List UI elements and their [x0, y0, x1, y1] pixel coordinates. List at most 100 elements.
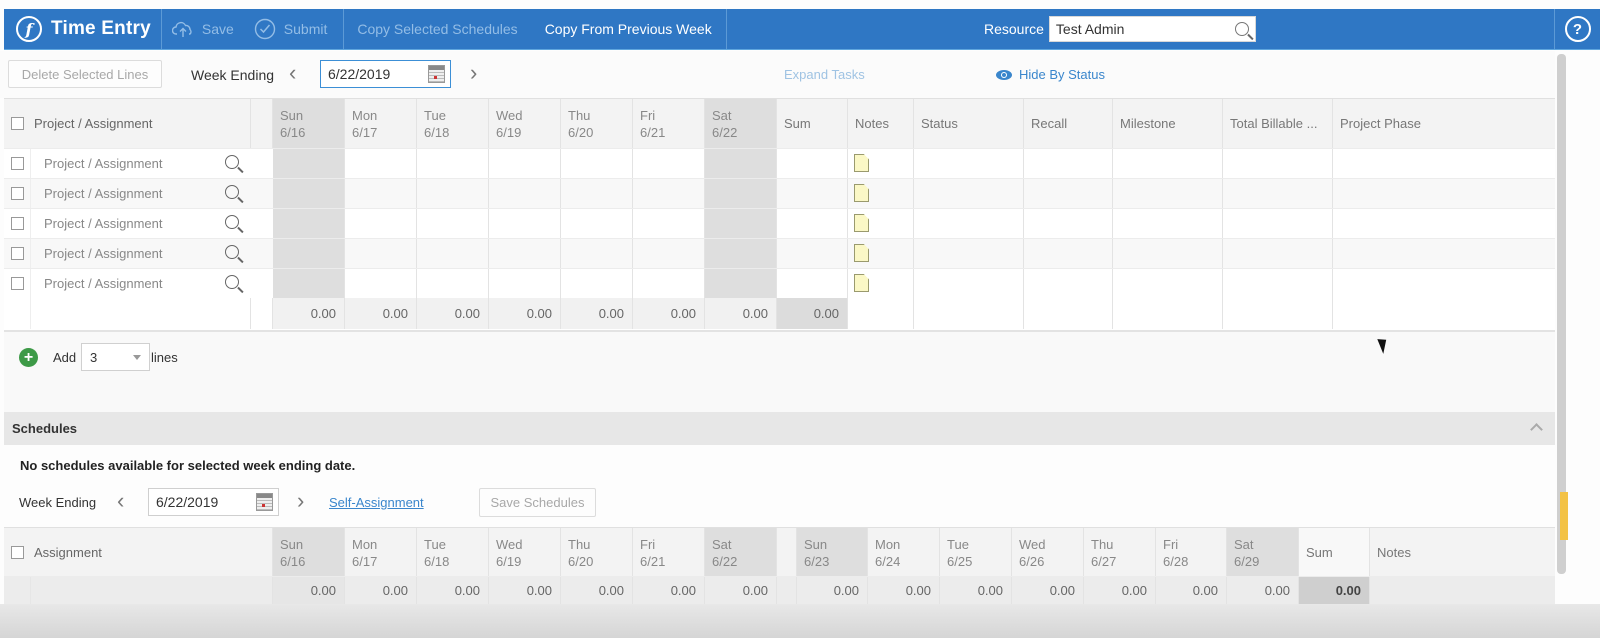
delete-selected-lines-button[interactable]: Delete Selected Lines	[8, 60, 162, 88]
hours-cell-wed[interactable]	[489, 149, 561, 178]
next-week-icon[interactable]: ›	[470, 60, 478, 85]
hours-cell-thu[interactable]	[561, 269, 633, 298]
hours-cell-wed[interactable]	[489, 239, 561, 268]
note-icon[interactable]	[854, 214, 869, 232]
hours-cell-fri[interactable]	[633, 209, 705, 238]
add-lines-plus-icon[interactable]: +	[19, 348, 38, 367]
copy-selected-schedules-button[interactable]: Copy Selected Schedules	[357, 21, 518, 37]
hours-cell-mon[interactable]	[345, 239, 417, 268]
hours-cell-tue[interactable]	[417, 149, 489, 178]
week-gap	[777, 577, 797, 605]
day-header-tue: Tue 6/18	[417, 99, 489, 148]
schedules-prev-week-icon[interactable]: ‹	[117, 488, 125, 513]
hours-cell-fri[interactable]	[633, 269, 705, 298]
hours-cell-sat[interactable]	[705, 269, 777, 298]
search-icon[interactable]	[225, 245, 239, 259]
hours-cell-tue[interactable]	[417, 269, 489, 298]
hours-cell-fri[interactable]	[633, 179, 705, 208]
collapse-chevron-icon[interactable]	[1530, 423, 1543, 436]
total-sat: 0.00	[705, 298, 777, 329]
hours-cell-thu[interactable]	[561, 179, 633, 208]
hours-cell-mon[interactable]	[345, 179, 417, 208]
hours-cell-sat[interactable]	[705, 239, 777, 268]
resource-input[interactable]: Test Admin	[1048, 16, 1256, 42]
submit-button[interactable]: Submit	[244, 9, 338, 49]
totals-spacer	[914, 298, 1024, 329]
save-button[interactable]: Save	[162, 9, 244, 49]
sched-sum-header: Sum	[1299, 528, 1370, 576]
add-lines-count-select[interactable]: 3	[81, 343, 150, 371]
notes-cell	[848, 239, 914, 268]
select-all-checkbox[interactable]	[11, 117, 24, 130]
hours-cell-tue[interactable]	[417, 209, 489, 238]
note-icon[interactable]	[854, 184, 869, 202]
total-billable-cell	[1223, 239, 1333, 268]
row-checkbox[interactable]	[11, 187, 24, 200]
hours-cell-thu[interactable]	[561, 149, 633, 178]
hours-cell-fri[interactable]	[633, 149, 705, 178]
project-lookup-input[interactable]: Project / Assignment	[31, 269, 251, 298]
project-lookup-input[interactable]: Project / Assignment	[31, 209, 251, 238]
row-checkbox[interactable]	[11, 217, 24, 230]
hours-cell-sun[interactable]	[273, 149, 345, 178]
project-lookup-input[interactable]: Project / Assignment	[31, 239, 251, 268]
search-icon[interactable]	[225, 275, 239, 289]
row-checkbox[interactable]	[11, 277, 24, 290]
schedules-week-ending-input[interactable]: 6/22/2019	[148, 488, 279, 516]
search-icon[interactable]	[225, 155, 239, 169]
hours-cell-sun[interactable]	[273, 209, 345, 238]
calendar-icon[interactable]	[428, 65, 445, 83]
project-lookup-input[interactable]: Project / Assignment	[31, 179, 251, 208]
status-cell	[914, 179, 1024, 208]
day-header-wed: Wed 6/19	[489, 99, 561, 148]
select-all-schedules-checkbox[interactable]	[11, 545, 24, 559]
hours-cell-mon[interactable]	[345, 209, 417, 238]
hours-cell-sat[interactable]	[705, 209, 777, 238]
prev-week-icon[interactable]: ‹	[289, 60, 297, 85]
hours-cell-sun[interactable]	[273, 239, 345, 268]
week-ending-input[interactable]: 6/22/2019	[320, 60, 451, 88]
project-placeholder: Project / Assignment	[44, 246, 163, 261]
day-name: Tue	[947, 537, 969, 552]
day-name: Sun	[280, 537, 304, 552]
expand-tasks-link[interactable]: Expand Tasks	[784, 67, 865, 82]
hours-cell-mon[interactable]	[345, 149, 417, 178]
hours-cell-sun[interactable]	[273, 269, 345, 298]
hours-cell-sat[interactable]	[705, 149, 777, 178]
hours-cell-thu[interactable]	[561, 209, 633, 238]
search-icon[interactable]	[1234, 22, 1249, 36]
search-icon[interactable]	[225, 215, 239, 229]
totals-notes-spacer	[848, 298, 914, 329]
note-icon[interactable]	[854, 154, 869, 172]
save-schedules-button[interactable]: Save Schedules	[479, 488, 596, 517]
note-icon[interactable]	[854, 274, 869, 292]
hours-cell-wed[interactable]	[489, 269, 561, 298]
hours-cell-wed[interactable]	[489, 179, 561, 208]
help-icon[interactable]: ?	[1564, 16, 1591, 42]
sched-day-header: Tue 6/25	[940, 528, 1012, 576]
hours-cell-sun[interactable]	[273, 179, 345, 208]
row-checkbox[interactable]	[11, 157, 24, 170]
schedules-totals-row: 0.00 0.00 0.00 0.00 0.00 0.00 0.00 0.00 …	[4, 577, 1555, 605]
hours-cell-tue[interactable]	[417, 239, 489, 268]
schedules-section-header[interactable]: Schedules	[4, 412, 1555, 445]
hours-cell-fri[interactable]	[633, 239, 705, 268]
copy-from-previous-week-button[interactable]: Copy From Previous Week	[544, 21, 712, 37]
day-date: 6/16	[280, 125, 306, 140]
calendar-icon[interactable]	[256, 493, 273, 511]
row-checkbox[interactable]	[11, 247, 24, 260]
search-icon[interactable]	[225, 185, 239, 199]
project-lookup-input[interactable]: Project / Assignment	[31, 149, 251, 178]
hours-cell-sat[interactable]	[705, 179, 777, 208]
vertical-scrollbar[interactable]	[1557, 54, 1566, 574]
note-icon[interactable]	[854, 244, 869, 262]
hours-cell-thu[interactable]	[561, 239, 633, 268]
self-assignment-link[interactable]: Self-Assignment	[329, 495, 424, 510]
hours-cell-wed[interactable]	[489, 209, 561, 238]
hide-by-status-link[interactable]: Hide By Status	[996, 67, 1105, 82]
scrollbar-thumb[interactable]	[1560, 492, 1568, 540]
hours-cell-tue[interactable]	[417, 179, 489, 208]
sched-day-header: Fri 6/21	[633, 528, 705, 576]
hours-cell-mon[interactable]	[345, 269, 417, 298]
schedules-next-week-icon[interactable]: ›	[297, 488, 305, 513]
